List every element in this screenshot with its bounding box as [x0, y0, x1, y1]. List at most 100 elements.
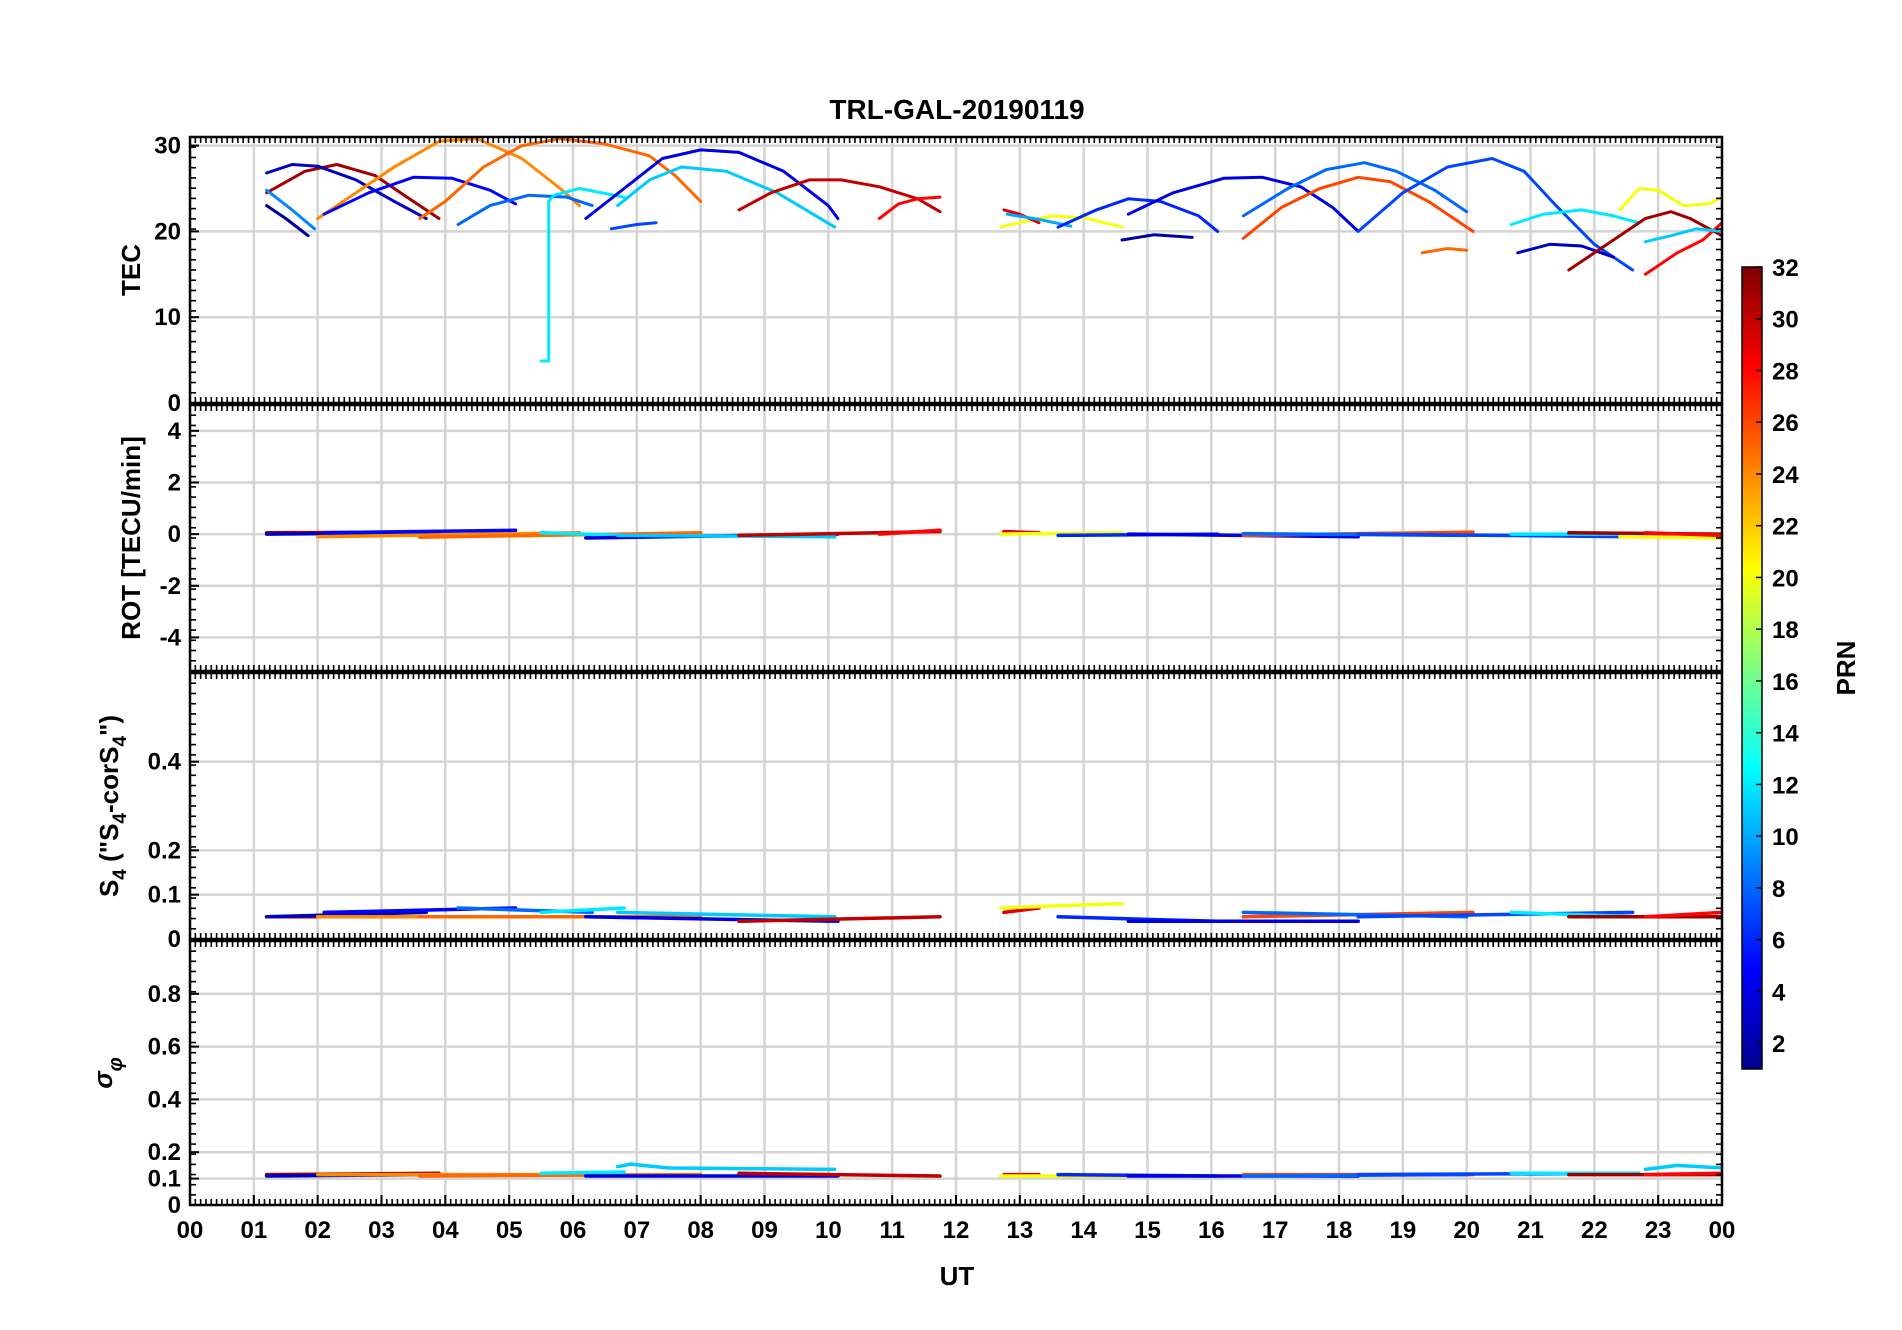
x-tick-label: 02	[304, 1217, 331, 1244]
series-line-prn-30	[737, 1171, 942, 1178]
series-line-prn-29	[1002, 906, 1041, 915]
series-line-prn-26	[1241, 175, 1475, 240]
series-line-prn-12	[539, 187, 626, 363]
series-line-prn-11	[1643, 227, 1722, 244]
x-tick-label: 13	[1006, 1217, 1033, 1244]
y-axis-label-tec: TEC	[116, 244, 146, 296]
series-line-prn-25	[418, 137, 703, 220]
x-tick-label: 19	[1389, 1217, 1416, 1244]
series-line-prn-25	[1420, 247, 1469, 255]
chart-title: TRL-GAL-20190119	[829, 94, 1084, 125]
y-tick-label-s4: 0.4	[148, 749, 182, 776]
series-line-prn-28	[877, 195, 942, 220]
x-tick-label: 22	[1581, 1217, 1608, 1244]
colorbar-tick-label: 8	[1772, 876, 1785, 903]
x-tick-label: 06	[560, 1217, 587, 1244]
panel-s4: 0 0.1 0.2 0.4 S4 ("S4-corS4")	[94, 671, 1724, 953]
x-tick-label: 05	[496, 1217, 523, 1244]
axes-frame-rot	[188, 403, 1724, 673]
x-axis-label: UT	[940, 1261, 975, 1291]
colorbar-label: PRN	[1831, 641, 1861, 696]
y-tick-label-s4: 0.2	[148, 837, 181, 864]
colorbar-tick-label: 10	[1772, 824, 1799, 851]
series-line-prn-20	[1618, 187, 1722, 212]
series-line-prn-2	[265, 204, 310, 238]
x-tick-label: 23	[1645, 1217, 1672, 1244]
colorbar-tick-label: 26	[1772, 410, 1799, 437]
colorbar-tick-label: 32	[1772, 255, 1799, 282]
series-line-prn-12	[539, 531, 626, 538]
series-line-prn-9	[265, 188, 316, 231]
x-tick-label: 07	[623, 1217, 650, 1244]
colorbar-gradient	[1741, 266, 1763, 1070]
y-tick-label-tec: 0	[168, 390, 181, 417]
x-tick-label: 17	[1262, 1217, 1289, 1244]
x-tick-label: 15	[1134, 1217, 1161, 1244]
x-tick-label: 16	[1198, 1217, 1225, 1244]
series-group-s4	[264, 901, 1722, 924]
panel-tec: 0 10 20 30 TEC	[116, 133, 1724, 417]
y-tick-label-tec: 30	[154, 133, 181, 160]
series-line-prn-24	[316, 137, 581, 220]
series-line-prn-5	[322, 528, 518, 535]
x-tick-label: 03	[368, 1217, 395, 1244]
series-line-prn-28	[1643, 1171, 1722, 1177]
series-line-prn-31	[1567, 210, 1722, 272]
series-line-prn-20	[998, 901, 1124, 910]
series-group-tec	[265, 137, 1722, 363]
colorbar-tick-label: 14	[1772, 721, 1799, 748]
y-axis-label-s4: S4 ("S4-corS4")	[94, 715, 131, 897]
series-line-prn-28	[1643, 910, 1722, 919]
series-line-prn-31	[265, 163, 441, 220]
x-tick-label: 09	[751, 1217, 778, 1244]
y-tick-label-rot: 2	[168, 469, 181, 496]
series-line-prn-3	[265, 163, 428, 220]
colorbar-tick-label: 24	[1772, 462, 1799, 489]
colorbar-tick-label: 20	[1772, 565, 1799, 592]
series-line-prn-5	[322, 175, 517, 216]
series-line-prn-11	[615, 533, 837, 539]
series-line-prn-12	[539, 1170, 626, 1176]
x-tick-label: 10	[815, 1217, 842, 1244]
series-line-prn-30	[737, 178, 942, 214]
axes-frame-s4	[188, 671, 1724, 941]
series-line-prn-30	[737, 915, 942, 924]
y-tick-label-tec: 10	[154, 304, 181, 331]
colorbar-tick-label: 18	[1772, 617, 1799, 644]
series-line-prn-11	[615, 1162, 837, 1172]
series-line-prn-4	[584, 148, 840, 220]
x-tick-label: 04	[432, 1217, 459, 1244]
colorbar-tick-label: 28	[1772, 358, 1799, 385]
series-line-prn-24	[315, 531, 582, 539]
x-tick-label: 20	[1453, 1217, 1480, 1244]
series-line-prn-3	[264, 910, 428, 919]
y-tick-label-rot: -2	[160, 573, 181, 600]
colorbar-tick-label: 30	[1772, 307, 1799, 334]
panel-sigphi: 00.10.2 0.4 0.6 0.8 σφ	[88, 939, 1724, 1219]
colorbar-tick-label: 16	[1772, 669, 1799, 696]
series-line-prn-12	[1509, 208, 1641, 226]
series-line-prn-28	[877, 528, 942, 536]
series-line-prn-28	[1643, 531, 1722, 538]
series-line-prn-20	[1618, 534, 1722, 540]
series-line-prn-7	[1356, 157, 1635, 272]
colorbar-tick-label: 6	[1772, 928, 1785, 955]
x-tick-label: 14	[1070, 1217, 1097, 1244]
y-tick-label-tec: 20	[154, 218, 181, 245]
y-tick-label-sigphi: 0.2	[148, 1139, 181, 1166]
series-line-prn-11	[615, 910, 837, 919]
y-tick-label-sigphi: 0	[168, 1192, 181, 1219]
series-line-prn-7	[1356, 910, 1635, 919]
series-line-prn-7	[1356, 532, 1635, 539]
axes-frame-tec	[188, 135, 1724, 405]
colorbar-tick-label: 12	[1772, 772, 1799, 799]
x-tick-label: 18	[1326, 1217, 1353, 1244]
y-tick-label-s4: 0.1	[148, 882, 181, 909]
y-tick-label-rot: 0	[168, 521, 181, 548]
x-tick-label: 21	[1517, 1217, 1544, 1244]
y-axis-label-rot: ROT [TECU/min]	[116, 436, 146, 640]
y-tick-label-rot: -4	[160, 624, 182, 651]
y-tick-label-rot: 4	[168, 418, 182, 445]
y-tick-label-s4: 0	[168, 926, 181, 953]
